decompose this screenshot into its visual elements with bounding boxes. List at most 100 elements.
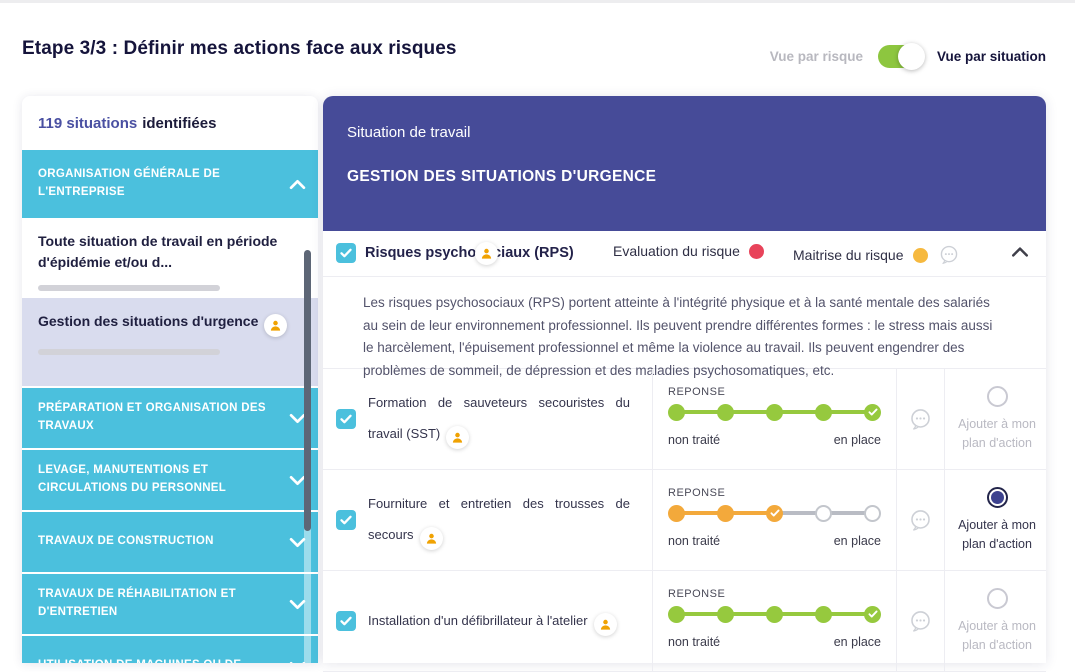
action-cell-label: Installation d'un défibrillateur à l'ate… <box>323 571 653 671</box>
slider-dot[interactable] <box>815 605 832 623</box>
person-glyph <box>600 619 610 630</box>
chevron-down-icon <box>289 599 306 609</box>
chevron-down-icon <box>289 475 306 486</box>
comment-icon[interactable] <box>937 243 961 267</box>
slider-dot[interactable] <box>717 504 734 522</box>
response-slider[interactable] <box>668 605 881 623</box>
response-slider[interactable] <box>668 403 881 421</box>
evaluation-group: Evaluation du risque <box>613 243 764 259</box>
risk-checkbox[interactable] <box>336 243 356 263</box>
action-row: Formation de sauveteurs secouristes du t… <box>323 369 1046 470</box>
response-max-label: en place <box>833 433 881 447</box>
sidebar-category-4[interactable]: TRAVAUX DE RÉHABILITATION ET D'ENTRETIEN <box>22 574 318 634</box>
add-to-plan-radio[interactable] <box>986 385 1008 407</box>
action-cell-comment <box>897 470 945 570</box>
risk-label: Risques psychosociaux (RPS) <box>365 245 574 261</box>
view-toggle-risk-label[interactable]: Vue par risque <box>769 48 863 64</box>
action-label: Formation de sauveteurs secouristes du t… <box>368 388 630 449</box>
toggle-knob-icon <box>897 42 925 70</box>
add-to-plan-radio[interactable] <box>986 486 1008 508</box>
slider-dot[interactable] <box>717 605 734 623</box>
check-icon <box>340 248 352 258</box>
slider-track-segment <box>830 410 866 414</box>
chevron-down-icon <box>289 537 306 547</box>
action-cell-plan: Ajouter à mon plan d'action <box>945 369 1049 469</box>
slider-track-segment <box>683 612 719 616</box>
response-max-label: en place <box>833 534 881 548</box>
view-toggle-situation-label: Vue par situation <box>936 48 1046 64</box>
speech-bubble-glyph <box>911 408 930 430</box>
person-glyph <box>271 320 281 331</box>
slider-dot[interactable] <box>766 403 783 421</box>
person-icon <box>475 242 498 265</box>
person-icon <box>446 426 470 449</box>
action-checkbox[interactable] <box>336 510 356 530</box>
slider-dot[interactable] <box>766 605 783 623</box>
sidebar-scrollbar-thumb[interactable] <box>304 250 311 531</box>
view-toggle-switch[interactable] <box>877 42 925 70</box>
comment-icon[interactable] <box>907 608 934 635</box>
action-checkbox[interactable] <box>336 409 356 429</box>
risk-row: Risques psychosociaux (RPS) Evaluation d… <box>323 231 1046 277</box>
response-minmax: non traité en place <box>668 534 881 548</box>
collapse-chevron-icon[interactable] <box>1011 246 1029 258</box>
slider-dot[interactable] <box>668 504 685 522</box>
slider-dot[interactable] <box>668 403 685 421</box>
sidebar-category-1[interactable]: PRÉPARATION ET ORGANISATION DES TRAVAUX <box>22 388 318 448</box>
action-cell-comment <box>897 571 945 671</box>
chevron-down-icon <box>289 537 306 548</box>
add-to-plan-label: Ajouter à mon plan d'action <box>958 517 1036 551</box>
check-icon <box>867 610 878 618</box>
chevron-down-icon <box>289 413 306 423</box>
slider-track-segment <box>830 511 866 515</box>
action-row: Fourniture et entretien des trousses de … <box>323 470 1046 571</box>
person-glyph <box>481 248 492 259</box>
action-label: Fourniture et entretien des trousses de … <box>368 489 630 550</box>
response-slider[interactable] <box>668 504 881 522</box>
slider-dot[interactable] <box>717 403 734 421</box>
action-label: Installation d'un défibrillateur à l'ate… <box>368 606 630 637</box>
slider-track-segment <box>732 612 768 616</box>
add-to-plan-radio[interactable] <box>986 587 1008 609</box>
action-cell-label: Formation de sauveteurs secouristes du t… <box>323 369 653 469</box>
situations-count-suffix: identifiées <box>142 114 217 132</box>
chevron-up-icon <box>289 179 306 190</box>
check-icon <box>769 509 780 517</box>
sidebar-category-label: ORGANISATION GÉNÉRALE DE L'ENTREPRISE <box>38 168 221 198</box>
sidebar-situation-0-1[interactable]: Gestion des situations d'urgence <box>22 298 318 386</box>
sidebar-category-label: TRAVAUX DE RÉHABILITATION ET D'ENTRETIEN <box>38 588 236 618</box>
slider-dot[interactable] <box>815 403 832 421</box>
action-checkbox[interactable] <box>336 611 356 631</box>
slider-dot[interactable] <box>864 605 881 623</box>
slider-dot[interactable] <box>766 504 783 522</box>
action-cell-label: Fourniture et entretien des trousses de … <box>323 470 653 570</box>
slider-track-segment <box>732 511 768 515</box>
situation-panel-subtitle: Situation de travail <box>347 124 471 141</box>
speech-bubble-glyph <box>911 509 930 531</box>
sidebar-category-label: PRÉPARATION ET ORGANISATION DES TRAVAUX <box>38 402 266 432</box>
sidebar-situation-0-0[interactable]: Toute situation de travail en période d'… <box>22 218 318 298</box>
comment-icon[interactable] <box>907 507 934 534</box>
slider-dot[interactable] <box>864 504 881 522</box>
slider-dot[interactable] <box>815 504 832 522</box>
chevron-down-icon <box>289 599 306 610</box>
comment-icon[interactable] <box>907 406 934 433</box>
slider-dot[interactable] <box>864 403 881 421</box>
slider-track-segment <box>781 410 817 414</box>
maitrise-status-dot <box>912 247 928 263</box>
sidebar-category-3[interactable]: TRAVAUX DE CONSTRUCTION <box>22 512 318 572</box>
window-top-border <box>0 0 1075 3</box>
sidebar-category-5[interactable]: UTILISATION DE MACHINES OU DE <box>22 636 318 663</box>
sidebar-category-2[interactable]: LEVAGE, MANUTENTIONS ET CIRCULATIONS DU … <box>22 450 318 510</box>
action-cell-response: REPONSE non traité en place <box>653 470 897 570</box>
sidebar-category-0[interactable]: ORGANISATION GÉNÉRALE DE L'ENTREPRISE <box>22 150 318 218</box>
evaluation-label: Evaluation du risque <box>613 243 740 259</box>
check-icon <box>340 616 352 626</box>
slider-track-segment <box>830 612 866 616</box>
chevron-down-icon <box>289 475 306 485</box>
speech-bubble-glyph <box>911 610 930 632</box>
person-glyph <box>453 432 463 443</box>
person-icon <box>419 527 443 550</box>
slider-dot[interactable] <box>668 605 685 623</box>
response-max-label: en place <box>833 635 881 649</box>
